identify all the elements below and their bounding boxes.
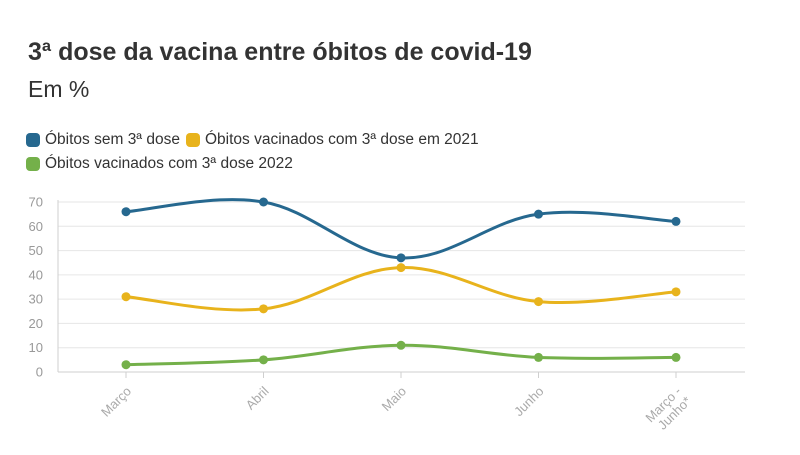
data-point	[259, 304, 268, 314]
y-tick-label: 0	[36, 365, 43, 380]
legend: Óbitos sem 3ª dose Óbitos vacinados com 3…	[26, 128, 586, 176]
legend-label: Óbitos sem 3ª dose	[45, 131, 180, 148]
data-point	[671, 287, 681, 297]
legend-item[interactable]: Óbitos vacinados com 3ª dose 2022	[26, 152, 293, 176]
legend-label: Óbitos vacinados com 3ª dose em 2021	[204, 131, 479, 148]
y-tick-label: 20	[29, 316, 43, 331]
data-point	[396, 253, 406, 263]
x-tick-label: Junho	[511, 384, 547, 420]
data-point	[396, 263, 406, 273]
legend-swatch	[26, 133, 40, 147]
series-line	[124, 198, 678, 260]
x-tick-label: Março -Junho*	[642, 384, 694, 436]
series-line	[124, 266, 678, 312]
data-point	[671, 216, 681, 226]
chart-title: 3ª dose da vacina entre óbitos de covid-…	[28, 38, 532, 66]
series-lines	[124, 198, 678, 367]
data-point	[534, 352, 543, 362]
y-axis-ticks: 0 10 20 30 40 50 60 70	[29, 195, 43, 380]
legend-item[interactable]: Óbitos vacinados com 3ª dose em 2021	[185, 128, 479, 152]
legend-item[interactable]: Óbitos sem 3ª dose	[26, 128, 180, 152]
x-tick-label: Abril	[243, 383, 272, 412]
data-point	[121, 292, 131, 302]
y-tick-label: 30	[29, 292, 43, 307]
x-axis-ticks: Março Abril Maio Junho Março -Junho*	[98, 372, 694, 436]
legend-swatch	[26, 157, 40, 171]
legend-label: Óbitos vacinados com 3ª dose 2022	[45, 155, 293, 172]
data-point	[396, 340, 406, 350]
x-tick-label: Março	[98, 384, 134, 420]
x-tick-label: Maio	[379, 384, 410, 415]
data-point	[534, 209, 543, 219]
series-points	[121, 197, 681, 370]
y-tick-label: 10	[29, 340, 43, 355]
chart-subtitle: Em %	[28, 76, 90, 102]
data-point	[259, 355, 268, 365]
data-point	[121, 360, 131, 370]
data-point	[121, 207, 131, 217]
y-tick-label: 50	[29, 243, 43, 258]
y-tick-label: 40	[29, 267, 43, 282]
data-point	[259, 197, 268, 207]
y-tick-label: 70	[29, 195, 43, 210]
data-point	[671, 352, 681, 362]
data-point	[534, 297, 543, 307]
y-tick-label: 60	[29, 219, 43, 234]
legend-swatch	[185, 133, 200, 147]
